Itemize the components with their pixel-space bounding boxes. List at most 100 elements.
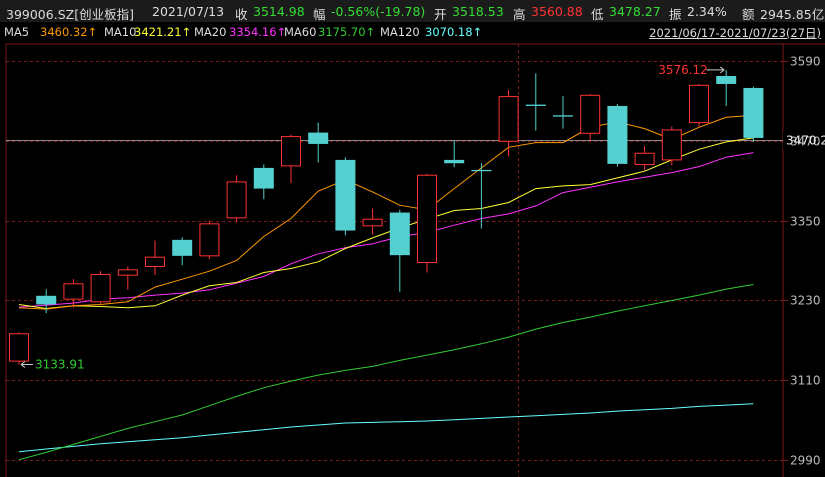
low-arrowhead (20, 361, 26, 368)
current-price-label: 3470.2 (786, 134, 825, 148)
ma10-value: 3421.21↑ (134, 25, 192, 39)
ma120-value: 3070.18↑ (425, 25, 483, 39)
high-annotation: 3576.12 (658, 63, 708, 77)
high-label: 高 (513, 7, 526, 22)
candle (661, 126, 682, 166)
candle (607, 103, 628, 167)
candle (308, 122, 329, 163)
candle-body (553, 115, 573, 117)
amount-label: 额 (742, 7, 755, 22)
candle-body (226, 181, 247, 219)
y-tick-label: 2990 (790, 454, 821, 468)
candle (553, 95, 573, 129)
candle (498, 89, 519, 157)
ma-legend: MA5 3460.32↑ MA10 3421.21↑ MA20 3354.16↑… (0, 24, 825, 40)
ma20-line (18, 152, 754, 308)
candle (471, 163, 492, 229)
candle-body (308, 132, 329, 144)
date: 2021/07/13 (152, 4, 225, 19)
candle (226, 175, 247, 223)
y-tick-label: 3590 (790, 55, 821, 69)
ma60-value: 3175.70↑ (318, 25, 376, 39)
candle-body (525, 104, 546, 106)
candle-body (36, 295, 57, 305)
low-value: 3478.27 (609, 4, 661, 19)
candle-body (661, 129, 682, 161)
candle (743, 86, 764, 142)
annotations: 3576.12 3133.91 3470.2 (20, 63, 825, 371)
y-tick-label: 3230 (790, 294, 821, 308)
quote-header: 399006.SZ[创业板指] 2021/07/13 收 3514.98 幅 -… (0, 0, 825, 22)
candle-body (362, 218, 383, 227)
candle (90, 271, 111, 304)
high-value: 3560.88 (531, 4, 583, 19)
candle-body (90, 273, 111, 303)
candle (525, 73, 546, 131)
candle-body (444, 159, 465, 164)
ma5-label: MA5 (4, 25, 30, 39)
candle (634, 145, 655, 170)
change-label: 幅 (313, 7, 326, 22)
candle (417, 173, 437, 273)
ma60-label: MA60 (284, 25, 317, 39)
candle (145, 240, 165, 276)
y-tick-label: 3110 (790, 374, 821, 388)
candle-body (63, 283, 84, 300)
y-tick-label: 3470 (790, 135, 821, 149)
moving-average-lines (18, 114, 754, 461)
candle (253, 164, 274, 200)
candle-body (634, 152, 655, 166)
candle (444, 140, 465, 168)
change-value: -0.56%(-19.78) (331, 4, 426, 19)
date-range[interactable]: 2021/06/17-2021/07/23(27日) (649, 26, 821, 40)
candle (36, 289, 57, 314)
grid (5, 43, 825, 477)
close-value: 3514.98 (253, 4, 305, 19)
candle (117, 266, 138, 290)
close-label: 收 (235, 7, 248, 22)
candle (335, 157, 356, 236)
y-axis: 2990 3110 3230 3350 3470 3590 (790, 55, 821, 468)
candle (580, 93, 601, 141)
candle-body (281, 136, 301, 167)
open-label: 开 (434, 7, 447, 22)
ma120-line (18, 403, 754, 453)
candle-body (471, 169, 492, 172)
candle-body (335, 159, 356, 231)
amount-value: 2945.85亿 (760, 7, 825, 22)
ma120-label: MA120 (380, 25, 420, 39)
candle-body (417, 174, 437, 263)
symbol: 399006.SZ[创业板指] (6, 7, 134, 22)
candle (716, 69, 737, 106)
candle (9, 332, 29, 365)
amplitude-value: 2.34% (687, 4, 727, 19)
low-label: 低 (591, 7, 604, 22)
ma20-label: MA20 (194, 25, 227, 39)
y-tick-label: 3350 (790, 215, 821, 229)
high-arrowhead (719, 66, 725, 74)
amplitude-label: 振 (669, 7, 682, 22)
open-value: 3518.53 (452, 4, 504, 19)
candle-body (199, 223, 220, 257)
candle-body (689, 84, 709, 124)
candle-body (607, 105, 628, 164)
ma20-value: 3354.16↑ (229, 25, 287, 39)
candle (281, 134, 301, 184)
candle (689, 83, 709, 127)
candle (199, 220, 220, 260)
candle-body (145, 256, 165, 267)
candle-body (9, 333, 29, 362)
candle-body (253, 167, 274, 189)
ma10-line (18, 137, 754, 310)
candle (389, 209, 410, 292)
ma10-label: MA10 (104, 25, 137, 39)
candle-body (580, 94, 601, 134)
candle-body (743, 87, 764, 138)
candle-body (117, 269, 138, 276)
candle-body (172, 239, 193, 256)
candle-body (389, 212, 410, 256)
candle (63, 279, 84, 308)
candle-body (498, 96, 519, 142)
candle (362, 208, 383, 235)
